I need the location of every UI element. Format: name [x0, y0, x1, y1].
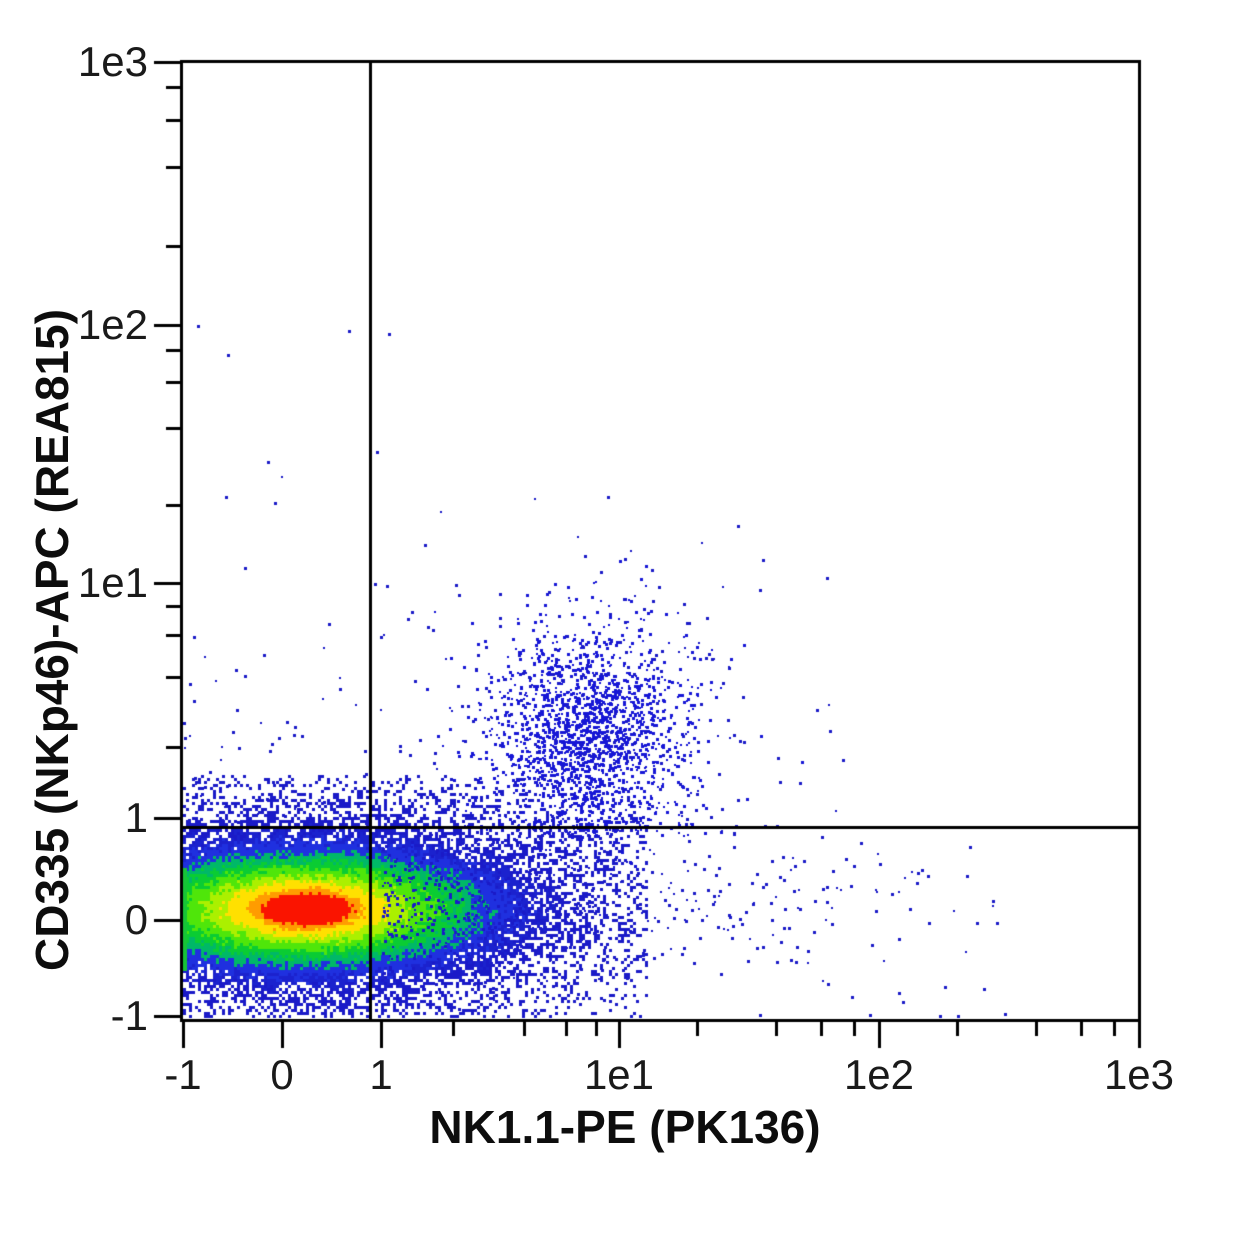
y-tick-label: 0 — [124, 896, 148, 943]
y-tick-label: 1 — [124, 794, 148, 841]
y-tick-label: 1e2 — [77, 301, 148, 348]
x-tick-label: 1e3 — [1103, 1051, 1175, 1098]
y-axis-title: CD335 (NKp46)-APC (REA815) — [26, 308, 78, 972]
x-axis-title: NK1.1-PE (PK136) — [429, 1101, 821, 1153]
x-tick-label: 1 — [369, 1051, 393, 1098]
y-tick-label: -1 — [110, 992, 148, 1039]
x-tick-label: 1e1 — [583, 1051, 655, 1098]
x-tick-label: 0 — [270, 1051, 294, 1098]
y-tick-label: 1e1 — [77, 559, 148, 606]
x-tick-label: 1e2 — [843, 1051, 915, 1098]
x-tick-label: -1 — [164, 1051, 202, 1098]
y-tick-label: 1e3 — [77, 38, 148, 85]
